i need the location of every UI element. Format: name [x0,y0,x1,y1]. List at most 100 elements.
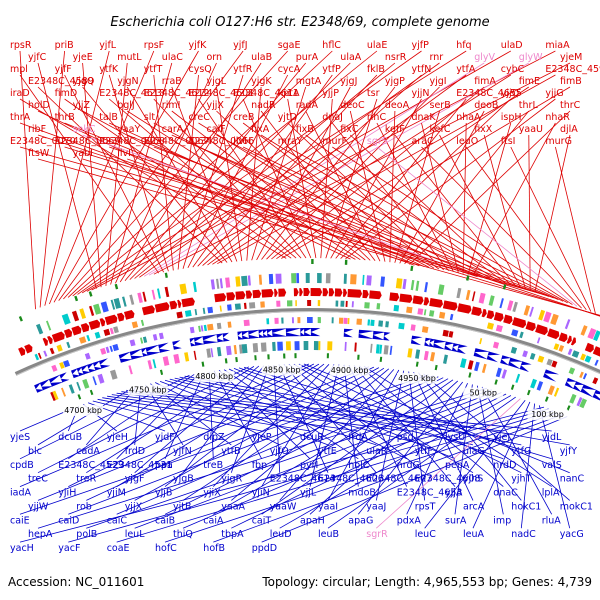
gene-label-e2348c-4606: E2348C_4606 [318,474,384,485]
repeat-marker [379,356,383,362]
gene-label-leul: leuL [125,529,146,540]
gene-label-caif: caiF [207,124,226,135]
gene-label-polb: polB [76,529,97,540]
gene-label-nanc: nanC [560,474,585,485]
gene-connector-trec [37,366,250,474]
gene-label-yjin: yjiN [252,488,270,499]
gene-connector-yacf [68,408,549,543]
gene-connector-fixa [260,134,502,283]
forward-inner-cog-block [351,301,354,308]
forward-gene-arrow [293,288,299,297]
forward-cog-block [395,278,403,289]
gene-label-fima: fimA [474,76,496,87]
forward-inner-cog-block [519,331,524,339]
gene-label-thrl: thrL [519,100,539,111]
gene-connector-sgrr [376,398,521,529]
reverse-inner-cog-block [100,347,107,355]
gene-label-yaaa: yaaA [221,501,245,512]
forward-cog-block [164,286,170,298]
reverse-gene-arrow [248,329,261,339]
gene-label-creb: creB [233,112,254,123]
forward-inner-cog-block [423,309,427,316]
gene-connector-ribf [37,134,478,278]
gene-label-ytfr: ytfR [233,64,253,75]
forward-cog-block [325,273,331,284]
forward-gene-arrow [503,314,513,325]
reverse-cog-block [294,341,300,351]
gene-label-hofc: hofC [155,543,177,554]
forward-gene-arrow [278,288,287,297]
gene-label-e2348c-4589: E2348C_4589 [28,76,94,87]
reverse-gene-arrow [543,369,559,382]
kbp-tick-background [397,372,437,384]
reverse-cog-block [50,391,56,401]
forward-cog-block [543,311,552,323]
gene-connector-e2348c-0069 [64,146,545,296]
forward-gene-arrow [141,305,155,316]
forward-inner-cog-block [335,300,339,307]
forward-gene-arrow [18,347,26,356]
gene-label-glyw: glyW [519,52,543,63]
forward-cog-block [499,298,504,309]
reverse-gene-arrow [457,344,468,354]
forward-cog-block [258,274,263,285]
gene-connector-nsrr [134,62,396,279]
forward-cog-block [235,276,241,287]
forward-cog-block [122,296,127,307]
reverse-cog-block [162,356,170,366]
gene-connector-ulac [110,62,173,285]
gene-connector-yjgf [134,365,260,474]
reverse-gene-arrow [444,341,455,352]
forward-gene-arrow [457,303,472,314]
forward-cog-block [478,292,486,304]
gene-connector-dnac [358,365,504,487]
forward-cog-block [362,274,365,285]
forward-cog-block [275,273,282,284]
gene-label-yjgq: yjgQ [73,76,95,87]
reverse-cog-block [277,341,283,351]
repeat-marker [18,316,23,322]
gene-label-yjee: yjeE [73,52,93,63]
gene-label-rlua: rluA [542,515,562,526]
reverse-cog-block [173,353,180,364]
gene-label-yjfn: yjfN [173,446,192,457]
forward-inner-cog-block [140,319,145,326]
gene-label-leua: leuA [463,529,485,540]
forward-gene-arrow [343,288,348,297]
gene-label-yjjx: yjjX [125,501,143,512]
forward-gene-arrow [117,312,125,322]
gene-connector-yjtd [287,122,444,271]
gene-label-yabi: yabI [73,148,93,159]
gene-label-e2348c-4613: E2348C_4613 [99,88,165,99]
gene-label-orn: orn [207,52,223,63]
forward-gene-arrow [299,288,303,297]
gene-label-lysu: lysU [445,432,465,443]
reverse-gene-arrow [343,328,354,338]
genome-summary-text: Topology: circular; Length: 4,965,553 bp… [261,575,592,589]
gene-connector-yjjg [345,98,556,260]
reverse-cog-block [252,343,259,353]
gene-label-frdd: frdD [125,446,145,457]
gene-connector-mpl [19,74,160,274]
gene-label-glyv: glyV [474,52,495,63]
forward-gene-arrow [310,288,323,297]
reverse-cog-block [536,381,544,391]
reverse-gene-arrow [486,351,501,363]
gene-label-ilvi: ilvI [117,148,131,159]
gene-label-dcur: dcuR [300,432,324,443]
gene-label-yjjx: yjjX [207,100,225,111]
forward-cog-block [151,289,156,300]
gene-label-yjfl: yjfL [99,40,117,51]
gene-label-dnac: dnaC [493,488,518,499]
forward-cog-block [305,272,310,283]
gene-connector-irad [19,98,287,259]
forward-inner-cog-block [439,311,446,319]
forward-gene-arrow [328,288,335,297]
gene-label-pyri: pyrI [300,460,318,471]
reverse-cog-block [354,342,357,352]
gene-connector-yach [19,406,545,543]
gene-connector-yjjw [37,366,370,501]
gene-label-fixa: fixA [251,124,270,135]
forward-inner-cog-block [34,353,40,361]
gene-connector-yjfc [37,62,97,289]
